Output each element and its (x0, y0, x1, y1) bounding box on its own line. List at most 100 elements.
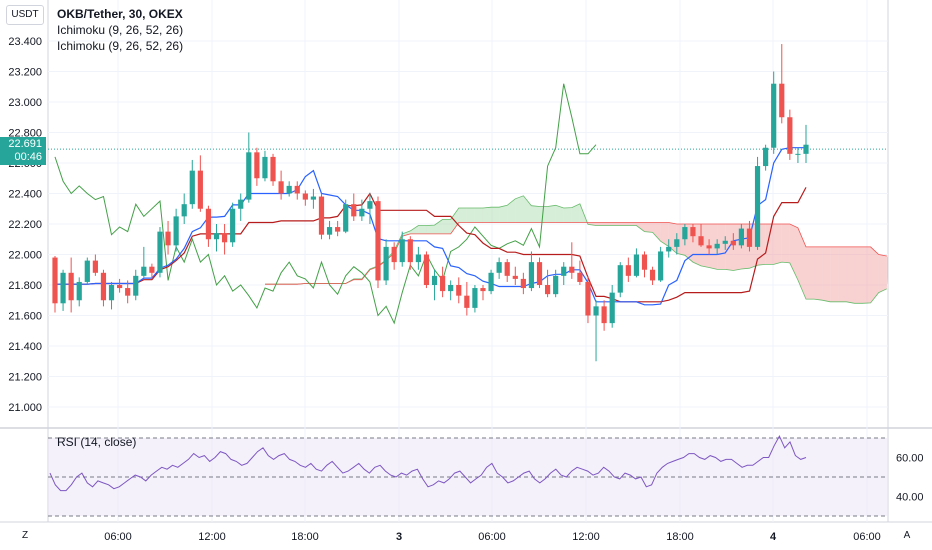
candle-body (763, 147, 769, 167)
candle-body (270, 156, 276, 182)
zoom-reset-button[interactable]: Z (21, 530, 29, 541)
cloud-segment (806, 246, 815, 300)
cloud-segment (596, 222, 605, 226)
cloud-segment (612, 222, 621, 226)
candle-body (536, 262, 543, 285)
indicator-legend-2[interactable]: Ichimoku (9, 26, 52, 26) (57, 39, 183, 53)
cloud-segment (515, 195, 524, 223)
candle-body (173, 216, 179, 246)
cloud-segment (830, 246, 839, 302)
time-axis[interactable]: 06:00 12:00 18:00 3 06:00 12:00 18:00 4 06:00 (104, 531, 881, 543)
candle-body (577, 272, 583, 282)
price-tick-label: 23.400 (8, 36, 42, 48)
candle-body (133, 275, 139, 296)
candle-body (108, 285, 115, 301)
price-tick-label: 23.200 (8, 67, 42, 79)
candle-body (448, 285, 454, 292)
candle-body (391, 246, 397, 263)
cloud-segment (886, 256, 888, 289)
price-tick-label: 21.400 (8, 341, 42, 353)
candle-body (286, 185, 292, 194)
time-tick-label: 3 (396, 531, 402, 543)
candle-body (359, 208, 365, 217)
cloud-segment (620, 222, 629, 226)
cloud-segment (701, 224, 710, 268)
cloud-segment (822, 246, 831, 302)
candle-body (585, 281, 591, 316)
cloud-segment (652, 222, 661, 242)
cloud-segment (402, 230, 411, 237)
auto-scale-button[interactable]: A (903, 530, 911, 541)
cloud-segment (466, 207, 475, 223)
candle-body (149, 266, 155, 273)
cloud-segment (789, 224, 798, 281)
cloud-segment (418, 225, 427, 234)
candle-body (730, 240, 736, 246)
candle-body (423, 254, 430, 285)
price-tick-label: 22.800 (8, 128, 42, 140)
time-tick-label: 18:00 (291, 531, 319, 543)
candle-body (335, 227, 341, 232)
candles (52, 44, 809, 362)
cloud-segment (838, 246, 847, 302)
price-tick-label: 22.000 (8, 250, 42, 262)
candle-body (738, 228, 744, 246)
cloud-segment (587, 222, 597, 226)
candle-body (512, 275, 518, 279)
time-tick-label: 06:00 (104, 531, 132, 543)
cloud-segment (862, 246, 871, 304)
cloud-segment (571, 203, 580, 223)
rsi-legend[interactable]: RSI (14, close) (57, 435, 136, 449)
cloud-segment (773, 224, 782, 265)
cloud-segment (604, 222, 613, 226)
candle-body (189, 170, 195, 205)
candle-body (787, 117, 793, 154)
candle-body (221, 233, 228, 243)
candle-body (165, 231, 171, 246)
candle-body (415, 254, 421, 263)
lagging-span-line (54, 83, 597, 325)
candle-body (674, 239, 680, 247)
cloud-segment (499, 205, 508, 223)
candle-body (157, 231, 163, 273)
ichimoku-lines (54, 83, 887, 325)
last-price-tag: 22.691 00:46 (0, 137, 46, 165)
candle-body (238, 199, 244, 209)
candle-body (633, 254, 640, 276)
currency-button[interactable]: USDT (6, 5, 44, 25)
price-axis[interactable]: 23.40023.20023.00022.80022.60022.40022.2… (8, 36, 923, 504)
candle-body (488, 272, 494, 292)
leading-span-b-line (265, 222, 887, 285)
candle-body (84, 260, 90, 282)
price-tick-label: 22.400 (8, 189, 42, 201)
price-tick-label: 21.600 (8, 311, 42, 323)
cloud-segment (846, 246, 855, 304)
price-tick-label: 22.200 (8, 219, 42, 231)
candle-body (213, 233, 220, 240)
price-tick-label: 21.800 (8, 280, 42, 292)
candle-body (246, 152, 252, 200)
candle-body (117, 285, 123, 289)
candle-body (318, 196, 325, 235)
candle-body (181, 204, 187, 217)
cloud-segment (410, 225, 419, 234)
cloud-segment (717, 224, 726, 270)
indicator-legend-1[interactable]: Ichimoku (9, 26, 52, 26) (57, 23, 183, 37)
leading-span-a-line (265, 195, 887, 304)
candle-body (690, 227, 696, 237)
candle-body (262, 156, 268, 179)
candle-body (100, 272, 107, 301)
candle-body (399, 239, 405, 263)
rsi-line (49, 434, 807, 492)
candle-body (714, 243, 720, 249)
candle-body (326, 227, 333, 235)
candle-body (706, 245, 712, 249)
candle-body (351, 204, 357, 217)
time-tick-label: 12:00 (198, 531, 226, 543)
candle-body (625, 265, 631, 276)
candle-body (197, 170, 203, 209)
candle-body (456, 285, 462, 296)
candle-body (649, 269, 656, 281)
cloud-segment (482, 207, 492, 223)
